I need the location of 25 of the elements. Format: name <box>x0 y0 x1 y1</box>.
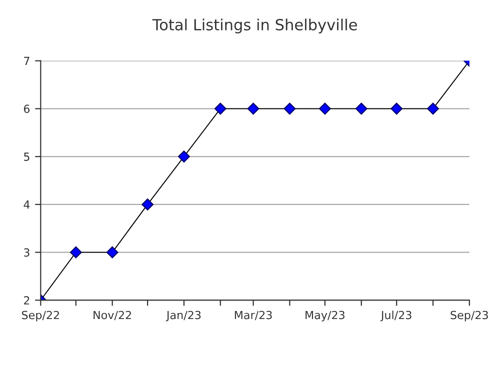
y-tick-label: 4 <box>24 200 30 209</box>
point <box>214 102 226 115</box>
point <box>142 198 154 210</box>
point <box>355 102 368 115</box>
chart-title: Total Listings in Shelbyville <box>152 18 357 34</box>
point <box>284 102 296 115</box>
point <box>390 102 403 115</box>
x-tick-label: Nov/22 <box>94 310 131 320</box>
y-tick-label: 3 <box>24 248 30 257</box>
y-tick-label: 7 <box>24 56 30 66</box>
y-tick-label: 2 <box>24 296 30 304</box>
y-tick-label: 5 <box>24 152 30 161</box>
x-tick-label: Jul/23 <box>380 310 412 322</box>
point <box>178 150 190 163</box>
point <box>247 102 260 115</box>
x-tick-label: Sep/22 <box>22 310 59 322</box>
point <box>70 246 82 258</box>
x-tick-label: Mar/23 <box>234 310 272 320</box>
point <box>427 102 439 115</box>
point <box>318 102 331 115</box>
y-tick-label: 6 <box>24 104 30 114</box>
point <box>106 246 118 258</box>
x-tick-label: Sep/23 <box>450 310 488 322</box>
x-tick-label: May/23 <box>306 310 344 322</box>
x-tick-label: Jan/23 <box>166 310 201 322</box>
